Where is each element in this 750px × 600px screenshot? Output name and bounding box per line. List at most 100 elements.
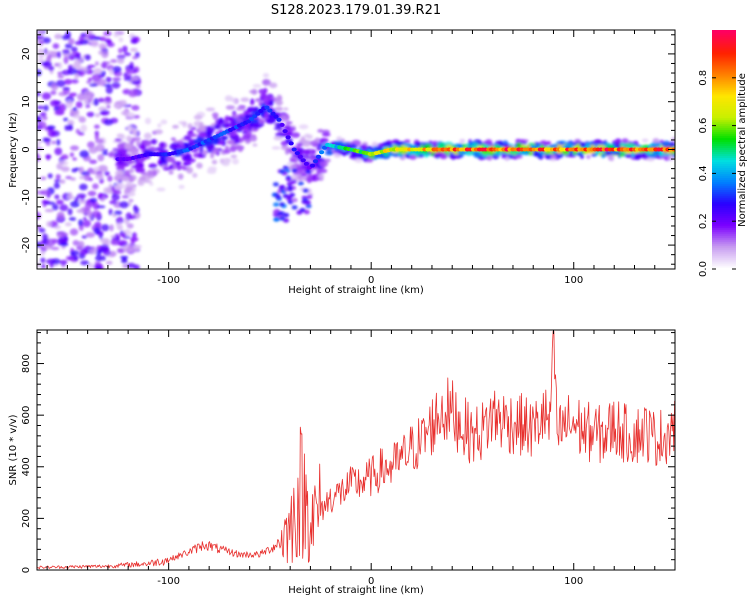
spectrogram-cell [183, 135, 192, 141]
spectrogram-cell [94, 61, 99, 66]
spectrogram-cell [60, 241, 69, 247]
spectrogram-cell [568, 151, 574, 155]
spectrogram-cell [87, 190, 97, 197]
spectrogram-cell [89, 197, 98, 203]
spectrogram-cell [279, 169, 286, 174]
snr-y-tick-label: 200 [21, 509, 32, 528]
spectrogram-cell [290, 132, 301, 138]
spectrogram-cell [42, 61, 52, 68]
colorbar-segment [712, 239, 736, 242]
spectrogram-cell [106, 104, 111, 109]
spectrogram-cell [409, 154, 417, 160]
colorbar-segment [712, 257, 736, 260]
spectrogram-cell [273, 126, 283, 131]
spectrogram-cell [73, 255, 79, 261]
spectrogram-cell [117, 58, 125, 64]
spectrogram-cell [304, 133, 311, 138]
spectrogram-cell [188, 130, 194, 134]
spectrogram-cell [89, 83, 98, 87]
spectrogram-cell [354, 157, 363, 163]
spectrogram-cell [130, 40, 138, 44]
spectrogram-cell [296, 142, 304, 147]
spectrogram-cell [283, 107, 289, 111]
spectrogram-cell [489, 151, 494, 156]
colorbar-segment [712, 181, 736, 184]
spectrogram-cell [220, 135, 229, 141]
spectrogram-cell [121, 195, 129, 199]
spectrogram-cell [297, 181, 304, 186]
spectrogram-cell [125, 70, 132, 75]
spectrogram-cell [115, 170, 125, 177]
spectrogram-cell [104, 171, 110, 176]
spectrogram-cell [304, 200, 311, 205]
spectrogram-cell [634, 153, 642, 160]
snr-frame [36, 329, 676, 571]
spectrogram-cell [291, 168, 298, 173]
spectrogram-cell [65, 100, 73, 109]
spectrogram-x-axis-label: Height of straight line (km) [288, 285, 424, 296]
spectrogram-cell [101, 224, 110, 232]
spectrogram-cell [210, 152, 215, 159]
colorbar-segment [712, 133, 736, 137]
colorbar-tick-label: 0.4 [698, 165, 709, 181]
spectrogram-cell [128, 175, 135, 183]
spectrogram-cell [205, 125, 215, 133]
colorbar-segment [712, 51, 736, 55]
spectrogram-cell [72, 107, 78, 112]
spectrogram-cell [110, 239, 118, 245]
spectrogram-cell [173, 140, 179, 144]
spectrogram-ridge-point [291, 147, 297, 152]
spectrogram-cell [67, 191, 73, 199]
colorbar-segment [712, 173, 736, 176]
colorbar-tick-label: 0.6 [698, 118, 709, 134]
spectrogram-cell [176, 165, 186, 169]
spectrogram-cell [614, 138, 622, 146]
spectrogram-cell [149, 171, 155, 176]
colorbar-segment [712, 267, 736, 270]
spectrogram-cell [54, 194, 60, 200]
colorbar-segment [712, 111, 736, 115]
colorbar-segment [712, 131, 736, 135]
spectrogram-cell [252, 143, 258, 147]
spectrogram-cell [109, 200, 117, 205]
spectrogram-cell [285, 148, 290, 155]
spectrogram-cell [271, 146, 281, 150]
spectrogram-cell [585, 142, 591, 148]
spectrogram-ridge-point [315, 154, 322, 159]
spectrogram-ridge-point [285, 135, 291, 140]
spectrogram-cell [286, 132, 292, 136]
spectrogram-cell [224, 115, 230, 122]
colorbar-segment [712, 171, 736, 174]
spectrogram-ridge-point [264, 105, 270, 110]
colorbar-segment [712, 259, 736, 262]
spectrogram-cell [604, 150, 612, 155]
spectrogram-cell [285, 121, 293, 125]
spectrogram-cell [283, 126, 291, 130]
spectrogram-ridge-point [288, 141, 294, 146]
spectrogram-cell [62, 87, 70, 91]
colorbar-segment [712, 79, 736, 83]
colorbar-segment [712, 167, 736, 171]
spectrogram-cell [516, 142, 522, 149]
snr-x-tick-label: -100 [157, 576, 180, 587]
spectrogram-cell [127, 125, 132, 132]
spectrogram-cell [302, 140, 311, 147]
colorbar-segment [712, 207, 736, 210]
spectrogram-cell [318, 173, 325, 180]
spectrogram-cell [54, 179, 61, 183]
colorbar-segment [712, 93, 736, 97]
spectrogram-cell [78, 240, 85, 249]
spectrogram-cell [276, 132, 287, 136]
spectrogram-cell [65, 175, 72, 180]
spectrogram-cell [211, 159, 218, 165]
spectrogram-cell [68, 64, 73, 71]
spectrogram-x-ticks: -100 0 100 [46, 30, 676, 286]
spectrogram-y-tick-label: 10 [21, 95, 32, 108]
spectrogram-cell [245, 139, 252, 143]
spectrogram-cell [243, 126, 249, 133]
spectrogram-cell [37, 91, 41, 97]
spectrogram-cell [97, 165, 108, 172]
spectrogram-cell [240, 97, 250, 102]
colorbar-label: Normalized spectral amplitude [737, 73, 748, 227]
spectrogram-cell [224, 122, 231, 128]
